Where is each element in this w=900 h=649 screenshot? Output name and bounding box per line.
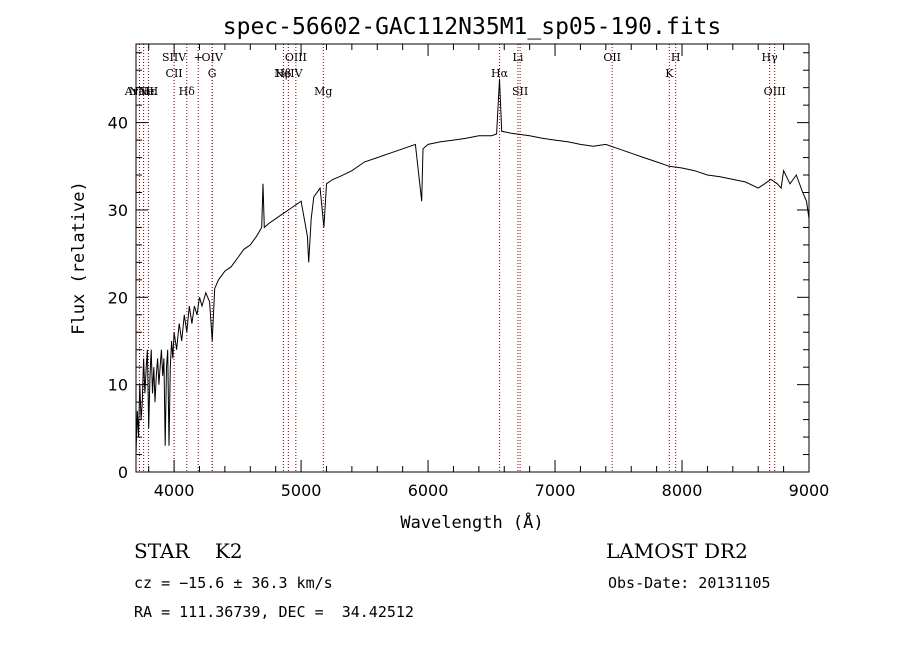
y-axis: 0 10 20 30 40 — [108, 52, 809, 482]
chart-title: spec-56602-GAC112N35M1_sp05-190.fits — [223, 14, 722, 40]
y-tick-label: 40 — [108, 114, 128, 133]
coordinates: RA = 111.36739, DEC = 34.42512 — [134, 603, 414, 621]
line-marker-label: SII — [512, 85, 528, 98]
y-axis-label: Flux (relative) — [69, 181, 89, 335]
x-axis: 4000 5000 6000 7000 8000 9000 — [148, 44, 830, 500]
redshift-value: cz = −15.6 ± 36.3 km/s — [134, 574, 333, 592]
object-class: STAR K2 — [134, 539, 243, 563]
line-marker-label: G — [208, 67, 217, 80]
y-tick-label: 20 — [108, 288, 128, 307]
y-tick-label: 30 — [108, 201, 128, 220]
line-marker-label: Li — [513, 51, 524, 64]
x-tick-label: 6000 — [408, 481, 449, 500]
line-marker-label: Hβ — [275, 67, 291, 80]
plot-frame — [135, 43, 810, 473]
line-marker-label: Hδ — [179, 85, 196, 98]
observation-date: Obs-Date: 20131105 — [608, 574, 771, 592]
x-axis-label: Wavelength (Å) — [400, 511, 543, 533]
line-marker-label: K — [665, 67, 674, 80]
line-marker-label: OIII — [764, 85, 786, 98]
line-marker-label: OIV — [202, 51, 224, 64]
line-marker-label: H — [671, 51, 681, 64]
y-tick-label: 10 — [108, 376, 128, 395]
x-tick-label: 7000 — [535, 481, 576, 500]
x-tick-label: 9000 — [789, 481, 830, 500]
line-marker-label: SIIV — [162, 51, 187, 64]
y-tick-label: 0 — [118, 463, 128, 482]
line-marker-label: Hε — [141, 85, 157, 98]
line-marker-label: Hγ — [762, 51, 779, 64]
x-tick-label: 5000 — [281, 481, 322, 500]
x-tick-label: 8000 — [662, 481, 703, 500]
x-tick-label: 4000 — [154, 481, 195, 500]
line-marker-label: OIII — [285, 51, 307, 64]
line-marker-label: + — [194, 51, 203, 64]
line-marker-label: Mg — [314, 85, 332, 98]
line-marker-label: NeIV — [274, 67, 303, 80]
line-marker-label: OII — [603, 51, 621, 64]
spectrum-line — [135, 78, 810, 455]
line-marker-label: CII — [166, 67, 183, 80]
line-marker-label: ArNe — [124, 85, 154, 98]
line-marker-label: Hα — [491, 67, 509, 80]
survey-name: LAMOST DR2 — [606, 539, 748, 563]
